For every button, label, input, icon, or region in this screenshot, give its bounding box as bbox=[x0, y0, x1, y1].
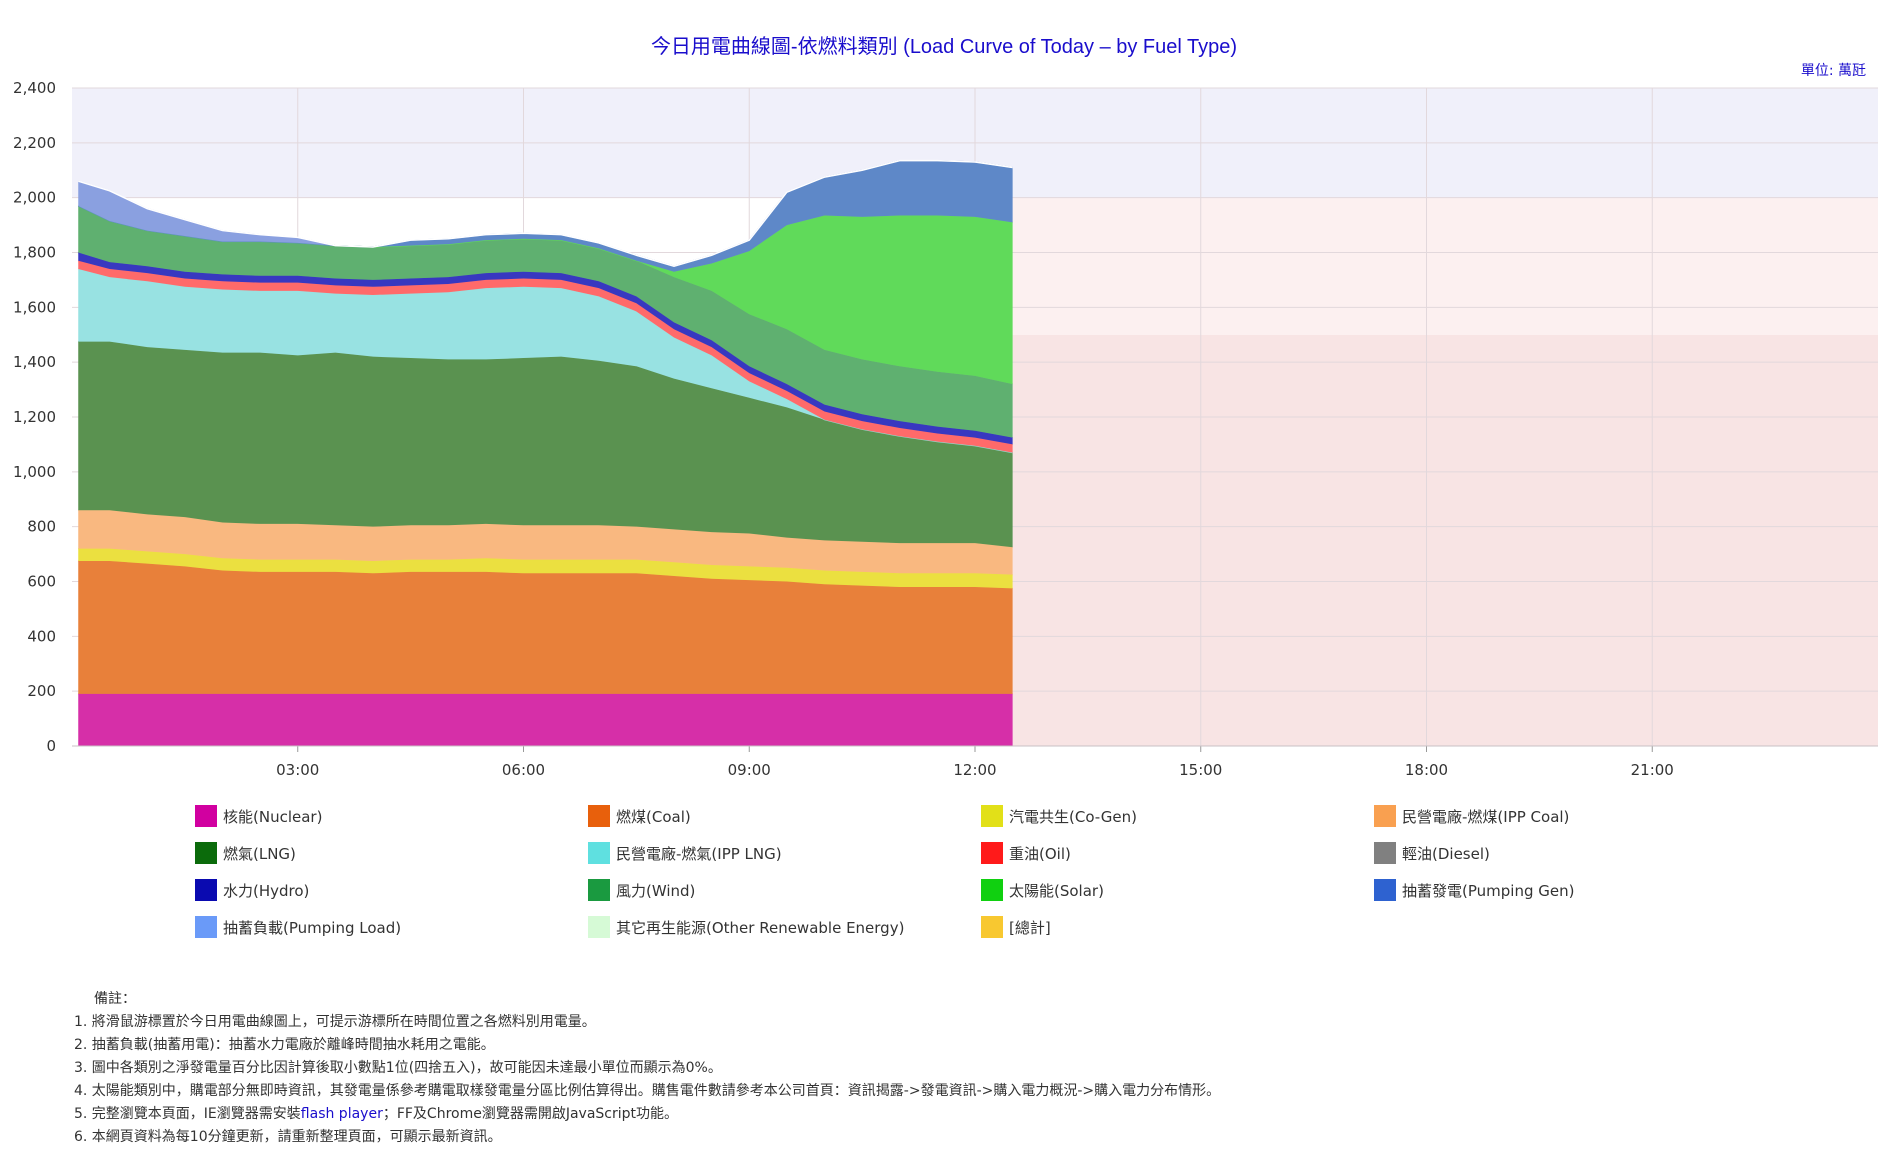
legend-label: 風力(Wind) bbox=[616, 881, 696, 900]
note-item: 2. 抽蓄負載(抽蓄用電)：抽蓄水力電廠於離峰時間抽水耗用之電能。 bbox=[74, 1037, 495, 1053]
y-tick-label: 1,400 bbox=[13, 353, 56, 371]
total-line bbox=[78, 159, 1013, 267]
legend-label: 太陽能(Solar) bbox=[1009, 881, 1104, 900]
load-curve-chart[interactable]: 0 200 400 600 800 1,000 1,200 1,400 1,600 1,800 2,… bbox=[0, 0, 1888, 790]
legend-swatch bbox=[195, 916, 217, 938]
x-tick-label: 12:00 bbox=[953, 761, 996, 779]
y-tick-label: 1,800 bbox=[13, 244, 56, 262]
area-series bbox=[78, 160, 1013, 272]
x-tick-label: 09:00 bbox=[728, 761, 771, 779]
legend-item[interactable]: 燃氣(LNG) bbox=[195, 842, 296, 864]
legend-swatch bbox=[588, 879, 610, 901]
legend-item[interactable]: 核能(Nuclear) bbox=[195, 805, 322, 827]
legend-label: 其它再生能源(Other Renewable Energy) bbox=[616, 918, 905, 937]
unit-label: 單位: 萬瓩 bbox=[1800, 63, 1866, 79]
y-tick-label: 1,200 bbox=[13, 408, 56, 426]
area-series bbox=[78, 205, 1013, 438]
area-series bbox=[78, 260, 1013, 453]
legend-label: 重油(Oil) bbox=[1009, 844, 1071, 863]
legend-item[interactable]: 抽蓄發電(Pumping Gen) bbox=[1374, 879, 1574, 901]
legend-item[interactable]: 燃煤(Coal) bbox=[588, 805, 691, 827]
y-tick-label: 2,000 bbox=[13, 189, 56, 207]
legend-label: 抽蓄負載(Pumping Load) bbox=[223, 918, 402, 937]
y-tick-label: 2,200 bbox=[13, 134, 56, 152]
legend-swatch bbox=[981, 805, 1003, 827]
legend-item[interactable]: 輕油(Diesel) bbox=[1374, 842, 1490, 864]
note-item: 3. 圖中各類別之淨發電量百分比因計算後取小數點1位(四捨五入)，故可能因未達最… bbox=[74, 1060, 722, 1076]
y-tick-label: 400 bbox=[27, 627, 56, 645]
legend-item[interactable]: 其它再生能源(Other Renewable Energy) bbox=[588, 916, 904, 938]
legend-label: 輕油(Diesel) bbox=[1402, 844, 1490, 863]
notes-heading: 備註： bbox=[94, 991, 136, 1007]
y-tick-label: 0 bbox=[46, 737, 56, 755]
legend-item[interactable]: 民營電廠-燃煤(IPP Coal) bbox=[1374, 805, 1569, 827]
y-tick-label: 2,400 bbox=[13, 79, 56, 97]
legend-item[interactable]: 汽電共生(Co-Gen) bbox=[981, 805, 1137, 827]
note-5-prefix: 5. 完整瀏覽本頁面，IE瀏覽器需安裝 bbox=[74, 1106, 301, 1122]
y-tick-label: 1,600 bbox=[13, 298, 56, 316]
area-series bbox=[78, 693, 1013, 746]
area-series bbox=[78, 560, 1013, 694]
x-tick-label: 03:00 bbox=[276, 761, 319, 779]
area-series bbox=[78, 268, 1013, 453]
legend-label: 民營電廠-燃煤(IPP Coal) bbox=[1402, 807, 1570, 826]
x-tick-label: 18:00 bbox=[1405, 761, 1448, 779]
area-series bbox=[78, 510, 1013, 575]
plot-band bbox=[1012, 197, 1878, 335]
x-tick-label: 06:00 bbox=[502, 761, 545, 779]
legend-swatch bbox=[981, 842, 1003, 864]
legend-item[interactable]: 水力(Hydro) bbox=[195, 879, 309, 901]
legend-label: 汽電共生(Co-Gen) bbox=[1009, 807, 1137, 826]
area-series bbox=[78, 205, 1013, 385]
legend-item[interactable]: 重油(Oil) bbox=[981, 842, 1071, 864]
x-tick-label: 15:00 bbox=[1179, 761, 1222, 779]
area-series bbox=[78, 341, 1013, 548]
note-5-suffix: ；FF及Chrome瀏覽器需開啟JavaScript功能。 bbox=[382, 1106, 679, 1122]
legend-item[interactable]: 民營電廠-燃氣(IPP LNG) bbox=[588, 842, 782, 864]
legend-swatch bbox=[195, 805, 217, 827]
legend-item[interactable]: [總計] bbox=[981, 916, 1051, 938]
note-item: 4. 太陽能類別中，購電部分無即時資訊，其發電量係參考購電取樣發電量分區比例估算… bbox=[74, 1083, 1221, 1099]
y-tick-label: 800 bbox=[27, 518, 56, 536]
legend-item[interactable]: 太陽能(Solar) bbox=[981, 879, 1104, 901]
y-tick-label: 600 bbox=[27, 573, 56, 591]
legend-swatch bbox=[981, 879, 1003, 901]
y-tick-label: 1,000 bbox=[13, 463, 56, 481]
legend-item[interactable]: 抽蓄負載(Pumping Load) bbox=[195, 916, 401, 938]
legend-label: 抽蓄發電(Pumping Gen) bbox=[1402, 881, 1575, 900]
flash-player-link[interactable]: flash player bbox=[300, 1106, 383, 1122]
x-tick-label: 21:00 bbox=[1631, 761, 1674, 779]
legend-label: 核能(Nuclear) bbox=[223, 807, 323, 826]
legend-swatch bbox=[588, 805, 610, 827]
legend-label: 燃氣(LNG) bbox=[223, 844, 296, 863]
legend-swatch bbox=[588, 916, 610, 938]
legend-swatch bbox=[1374, 805, 1396, 827]
notes-section: 備註： 1. 將滑鼠游標置於今日用電曲線圖上，可提示游標所在時間位置之各燃料別用… bbox=[74, 988, 1220, 1149]
y-tick-label: 200 bbox=[27, 682, 56, 700]
plot-band bbox=[1012, 334, 1878, 746]
legend-label: 燃煤(Coal) bbox=[616, 807, 691, 826]
note-item: 6. 本網頁資料為每10分鐘更新，請重新整理頁面，可顯示最新資訊。 bbox=[74, 1129, 502, 1145]
area-series bbox=[78, 252, 1013, 445]
note-item: 1. 將滑鼠游標置於今日用電曲線圖上，可提示游標所在時間位置之各燃料別用電量。 bbox=[74, 1014, 596, 1030]
area-series bbox=[78, 548, 1013, 589]
legend-swatch bbox=[1374, 842, 1396, 864]
legend-swatch bbox=[588, 842, 610, 864]
legend-swatch bbox=[195, 842, 217, 864]
legend-swatch bbox=[981, 916, 1003, 938]
legend-item[interactable]: 風力(Wind) bbox=[588, 879, 695, 901]
chart-title: 今日用電曲線圖-依燃料類別 (Load Curve of Today – by … bbox=[650, 36, 1238, 58]
legend-label: 民營電廠-燃氣(IPP LNG) bbox=[616, 844, 782, 863]
legend-label: [總計] bbox=[1009, 918, 1051, 937]
legend-swatch bbox=[1374, 879, 1396, 901]
legend-swatch bbox=[195, 879, 217, 901]
legend-label: 水力(Hydro) bbox=[223, 881, 310, 900]
note-item: 5. 完整瀏覽本頁面，IE瀏覽器需安裝flash player；FF及Chrom… bbox=[74, 1103, 1220, 1126]
